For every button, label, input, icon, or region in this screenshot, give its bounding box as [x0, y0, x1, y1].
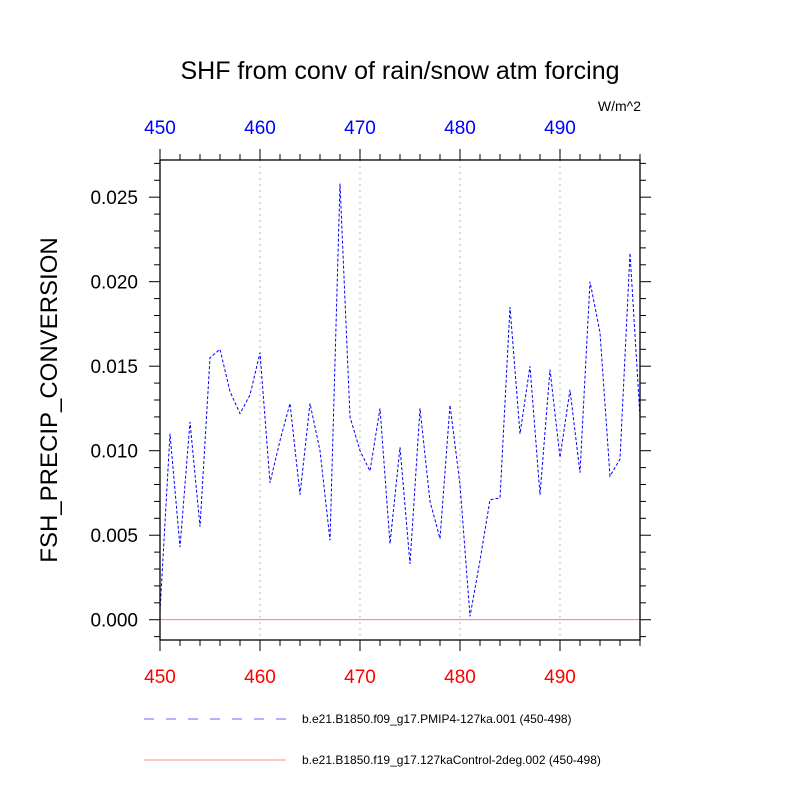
x-tick-label-top: 450 [144, 118, 176, 139]
legend-label-control: b.e21.B1850.f19_g17.127kaControl-2deg.00… [302, 753, 601, 767]
x-tick-label-top: 470 [344, 118, 376, 139]
grid-layer [259, 160, 561, 640]
series-layer [159, 183, 641, 621]
x-tick-label-top: 460 [244, 118, 276, 139]
y-tick-label: 0.015 [90, 357, 138, 378]
y-tick-label: 0.025 [90, 188, 138, 209]
x-tick-label-bottom: 460 [244, 667, 276, 688]
y-tick-label: 0.005 [90, 526, 138, 547]
tick-layer: 450 450 460 460 470 470 480 480 490 490 0.000 0.005… [90, 118, 651, 688]
y-axis-label: FSH_PRECIP_CONVERSION [36, 237, 63, 562]
chart-title: SHF from conv of rain/snow atm forcing [180, 57, 619, 85]
x-tick-label-bottom: 480 [444, 667, 476, 688]
legend: b.e21.B1850.f09_g17.PMIP4-127ka.001 (450… [144, 712, 601, 767]
series-line-0 [159, 183, 641, 617]
x-tick-label-bottom: 450 [144, 667, 176, 688]
x-tick-label-top: 490 [544, 118, 576, 139]
y-tick-label: 0.020 [90, 273, 138, 294]
y-tick-label: 0.010 [90, 442, 138, 463]
x-tick-label-bottom: 490 [544, 667, 576, 688]
x-tick-label-top: 480 [444, 118, 476, 139]
x-tick-label-bottom: 470 [344, 667, 376, 688]
y-tick-label: 0.000 [90, 611, 138, 632]
units-label: W/m^2 [598, 98, 641, 114]
legend-label-pmip4: b.e21.B1850.f09_g17.PMIP4-127ka.001 (450… [302, 712, 572, 726]
